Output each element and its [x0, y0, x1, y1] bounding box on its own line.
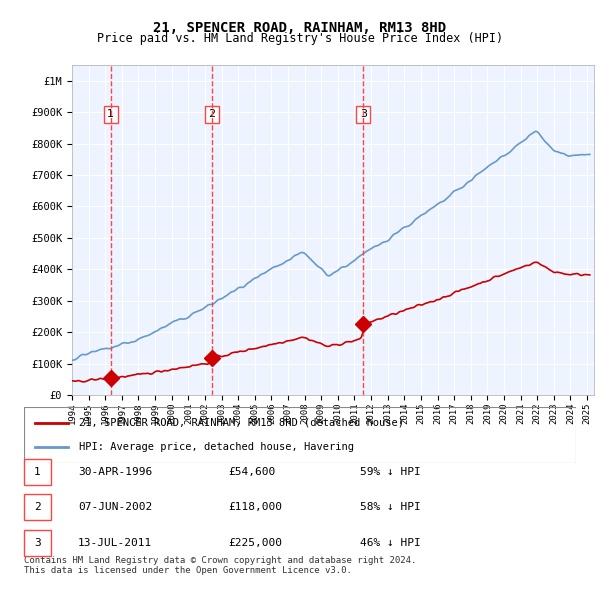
Text: 2: 2 — [34, 503, 41, 513]
Text: 1: 1 — [107, 110, 114, 119]
Text: 46% ↓ HPI: 46% ↓ HPI — [360, 538, 421, 548]
Text: 13-JUL-2011: 13-JUL-2011 — [78, 538, 152, 548]
Text: 3: 3 — [360, 110, 367, 119]
Text: 2: 2 — [209, 110, 215, 119]
Text: £54,600: £54,600 — [228, 467, 275, 477]
Text: HPI: Average price, detached house, Havering: HPI: Average price, detached house, Have… — [79, 442, 354, 453]
Text: £225,000: £225,000 — [228, 538, 282, 548]
Text: 58% ↓ HPI: 58% ↓ HPI — [360, 503, 421, 513]
Text: £118,000: £118,000 — [228, 503, 282, 513]
Text: 59% ↓ HPI: 59% ↓ HPI — [360, 467, 421, 477]
Text: 21, SPENCER ROAD, RAINHAM, RM13 8HD (detached house): 21, SPENCER ROAD, RAINHAM, RM13 8HD (det… — [79, 418, 404, 428]
Text: 30-APR-1996: 30-APR-1996 — [78, 467, 152, 477]
Text: 21, SPENCER ROAD, RAINHAM, RM13 8HD: 21, SPENCER ROAD, RAINHAM, RM13 8HD — [154, 21, 446, 35]
Text: Contains HM Land Registry data © Crown copyright and database right 2024.
This d: Contains HM Land Registry data © Crown c… — [24, 556, 416, 575]
Text: 3: 3 — [34, 538, 41, 548]
Text: Price paid vs. HM Land Registry's House Price Index (HPI): Price paid vs. HM Land Registry's House … — [97, 32, 503, 45]
Text: 1: 1 — [34, 467, 41, 477]
Text: 07-JUN-2002: 07-JUN-2002 — [78, 503, 152, 513]
